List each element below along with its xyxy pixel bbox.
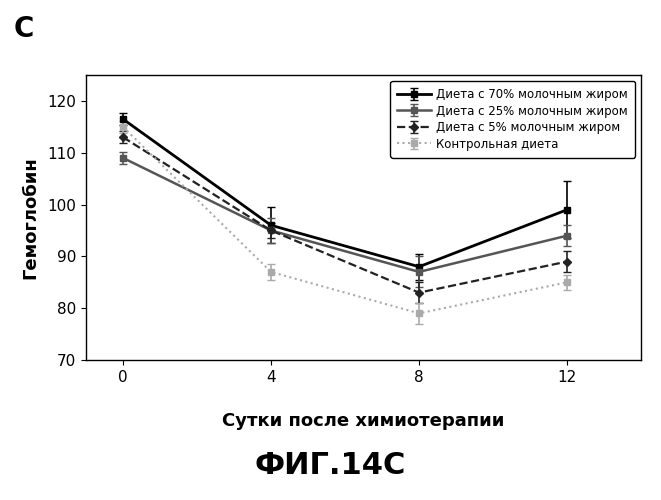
Text: C: C [13,15,34,43]
Legend: Диета с 70% молочным жиром, Диета с 25% молочным жиром, Диета с 5% молочным жиро: Диета с 70% молочным жиром, Диета с 25% … [391,81,635,158]
Text: ФИГ.14С: ФИГ.14С [254,451,407,480]
Y-axis label: Гемоглобин: Гемоглобин [21,156,39,279]
Text: Сутки после химиотерапии: Сутки после химиотерапии [222,412,505,430]
